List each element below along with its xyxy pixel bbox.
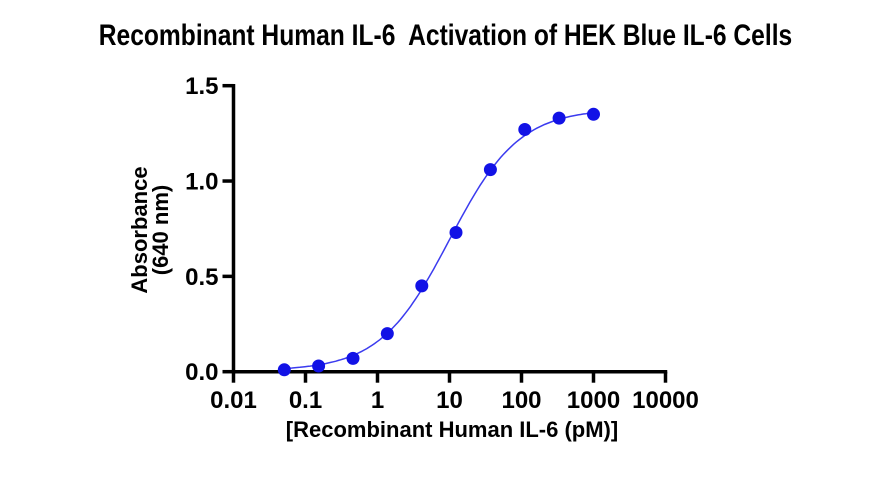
y-tick-label: 0.5: [185, 264, 218, 291]
x-tick-label: 1000: [567, 387, 620, 414]
data-point: [415, 279, 429, 293]
x-tick-label: 10: [436, 387, 463, 414]
chart-title: Recombinant Human IL-6 Activation of HEK…: [98, 19, 793, 52]
data-point: [380, 327, 394, 341]
axes: [222, 83, 668, 383]
x-tick-label: 1: [371, 387, 384, 414]
y-axis-label-line1: Absorbance: [127, 166, 152, 293]
x-tick-label: 0.1: [289, 387, 322, 414]
y-tick-label: 0.0: [185, 359, 218, 386]
y-tick-labels: 0.0 0.5 1.0 1.5: [185, 73, 218, 386]
x-tick-label: 0.01: [210, 387, 257, 414]
x-axis-label: [Recombinant Human IL-6 (pM)]: [286, 417, 618, 442]
data-point: [449, 226, 463, 239]
axis-spines: [231, 84, 668, 374]
data-point: [312, 359, 326, 373]
x-tick-label: 10000: [632, 387, 699, 414]
y-axis-label-line2: (640 nm): [148, 185, 173, 275]
data-point: [277, 363, 291, 377]
data-point: [552, 111, 566, 125]
fit-curve-path: [284, 111, 594, 370]
y-tick-label: 1.5: [185, 73, 218, 100]
data-point: [518, 123, 532, 136]
data-points: [277, 107, 600, 377]
data-point: [587, 107, 600, 121]
x-tick-label: 100: [501, 387, 541, 414]
fit-curve: [284, 111, 594, 370]
data-point: [483, 163, 497, 177]
x-tick-labels: 0.01 0.1 1 10 100 1000 10000: [210, 387, 699, 414]
y-tick-label: 1.0: [185, 169, 218, 196]
data-point: [346, 351, 360, 365]
